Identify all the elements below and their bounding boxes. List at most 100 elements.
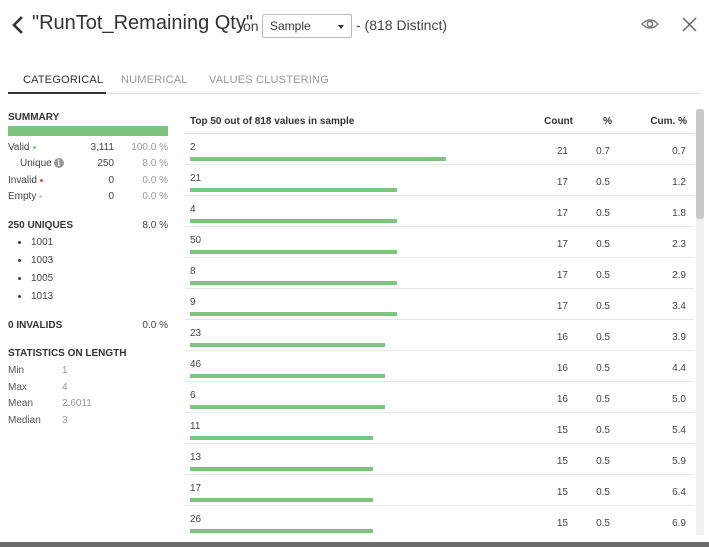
empty-value: 0 bbox=[108, 191, 114, 202]
row-count: 16 bbox=[556, 332, 568, 343]
back-arrow-icon[interactable] bbox=[10, 15, 26, 35]
row-count: 16 bbox=[556, 394, 568, 405]
table-row[interactable]: 21 17 0.5 1.2 bbox=[185, 165, 694, 196]
tab-numerical[interactable]: NUMERICAL bbox=[121, 74, 188, 86]
summary-row-empty: Empty 0 0.0 % bbox=[8, 191, 168, 205]
table-row[interactable]: 46 16 0.5 4.4 bbox=[185, 351, 694, 382]
invalid-dot-icon bbox=[39, 178, 43, 182]
row-cum-pct: 1.8 bbox=[672, 208, 686, 219]
chevron-down-icon bbox=[338, 25, 344, 29]
row-value: 11 bbox=[190, 421, 201, 432]
tab-bar: CATEGORICAL NUMERICAL VALUES CLUSTERING bbox=[8, 68, 700, 94]
row-frequency-bar bbox=[190, 157, 446, 161]
row-pct: 0.5 bbox=[596, 394, 610, 405]
active-tab-indicator bbox=[8, 92, 106, 94]
table-row[interactable]: 11 15 0.5 5.4 bbox=[185, 413, 694, 444]
length-min-row: Min 1 bbox=[8, 365, 68, 376]
table-scrollbar[interactable] bbox=[696, 109, 704, 535]
row-frequency-bar bbox=[190, 374, 385, 378]
row-pct: 0.5 bbox=[596, 270, 610, 281]
value-column-header: Top 50 out of 818 values in sample bbox=[190, 116, 355, 127]
invalid-pct: 0.0 % bbox=[142, 175, 168, 186]
empty-pct: 0.0 % bbox=[142, 191, 168, 202]
bottom-strip bbox=[0, 542, 709, 547]
close-icon[interactable] bbox=[682, 17, 697, 32]
pct-column-header[interactable]: % bbox=[603, 116, 612, 127]
length-mean-row: Mean 2.6011 bbox=[8, 398, 92, 409]
row-count: 15 bbox=[556, 487, 568, 498]
row-frequency-bar bbox=[190, 405, 385, 409]
unique-pct: 8.0 % bbox=[142, 158, 168, 169]
count-column-header[interactable]: Count bbox=[544, 116, 573, 127]
row-pct: 0.5 bbox=[596, 425, 610, 436]
summary-row-invalid: Invalid 0 0.0 % bbox=[8, 175, 168, 189]
table-row[interactable]: 17 15 0.5 6.4 bbox=[185, 475, 694, 506]
row-frequency-bar bbox=[190, 281, 397, 285]
unique-item[interactable]: 1013 bbox=[18, 291, 53, 302]
table-row[interactable]: 4 17 0.5 1.8 bbox=[185, 196, 694, 227]
row-cum-pct: 3.9 bbox=[672, 332, 686, 343]
row-count: 15 bbox=[556, 518, 568, 529]
summary-title: SUMMARY bbox=[8, 112, 60, 123]
cum-pct-column-header[interactable]: Cum. % bbox=[650, 116, 687, 127]
scrollbar-thumb[interactable] bbox=[696, 109, 704, 219]
row-frequency-bar bbox=[190, 467, 373, 471]
table-row[interactable]: 2 21 0.7 0.7 bbox=[185, 134, 694, 165]
row-cum-pct: 2.9 bbox=[672, 270, 686, 281]
row-count: 17 bbox=[556, 270, 568, 281]
dialog-header: "RunTot_Remaining Qty" on Sample - (818 … bbox=[0, 0, 709, 52]
sample-select-value: Sample bbox=[270, 19, 311, 33]
row-frequency-bar bbox=[190, 312, 397, 316]
distinct-count: - (818 Distinct) bbox=[356, 17, 448, 33]
values-table: Top 50 out of 818 values in sample Count… bbox=[185, 109, 694, 535]
valid-value: 3,111 bbox=[90, 142, 114, 153]
length-stats-title: STATISTICS ON LENGTH bbox=[8, 348, 127, 359]
tab-values-clustering[interactable]: VALUES CLUSTERING bbox=[209, 74, 329, 86]
row-pct: 0.5 bbox=[596, 177, 610, 188]
row-frequency-bar bbox=[190, 250, 397, 254]
row-pct: 0.5 bbox=[596, 332, 610, 343]
row-cum-pct: 5.0 bbox=[672, 394, 686, 405]
valid-label: Valid bbox=[8, 142, 30, 153]
row-cum-pct: 5.9 bbox=[672, 456, 686, 467]
row-pct: 0.5 bbox=[596, 518, 610, 529]
unique-item[interactable]: 1003 bbox=[18, 255, 53, 266]
table-row[interactable]: 6 16 0.5 5.0 bbox=[185, 382, 694, 413]
row-count: 21 bbox=[556, 146, 568, 157]
row-value: 17 bbox=[190, 483, 202, 494]
row-frequency-bar bbox=[190, 529, 373, 533]
row-value: 13 bbox=[190, 452, 202, 463]
sample-select[interactable]: Sample bbox=[262, 14, 352, 38]
row-cum-pct: 0.7 bbox=[672, 146, 686, 157]
row-frequency-bar bbox=[190, 343, 385, 347]
table-row[interactable]: 9 17 0.5 3.4 bbox=[185, 289, 694, 320]
row-pct: 0.5 bbox=[596, 487, 610, 498]
table-row[interactable]: 50 17 0.5 2.3 bbox=[185, 227, 694, 258]
row-count: 16 bbox=[556, 363, 568, 374]
invalid-label: Invalid bbox=[8, 175, 37, 186]
row-cum-pct: 3.4 bbox=[672, 301, 686, 312]
length-max-row: Max 4 bbox=[8, 382, 68, 393]
row-value: 6 bbox=[190, 390, 196, 401]
tab-categorical[interactable]: CATEGORICAL bbox=[23, 74, 104, 86]
row-value: 4 bbox=[190, 204, 196, 215]
row-pct: 0.5 bbox=[596, 363, 610, 374]
row-value: 9 bbox=[190, 297, 196, 308]
row-frequency-bar bbox=[190, 498, 373, 502]
table-row[interactable]: 26 15 0.5 6.9 bbox=[185, 506, 694, 535]
unique-item[interactable]: 1005 bbox=[18, 273, 53, 284]
row-count: 17 bbox=[556, 177, 568, 188]
row-pct: 0.5 bbox=[596, 301, 610, 312]
row-value: 23 bbox=[190, 328, 202, 339]
info-icon[interactable]: i bbox=[53, 158, 64, 169]
table-row[interactable]: 8 17 0.5 2.9 bbox=[185, 258, 694, 289]
table-row[interactable]: 13 15 0.5 5.9 bbox=[185, 444, 694, 475]
eye-icon[interactable] bbox=[641, 17, 659, 31]
row-count: 15 bbox=[556, 456, 568, 467]
unique-item[interactable]: 1001 bbox=[18, 237, 53, 248]
empty-dot-icon bbox=[39, 194, 43, 198]
valid-pct: 100.0 % bbox=[131, 142, 168, 153]
header-divider bbox=[185, 133, 694, 134]
table-row[interactable]: 23 16 0.5 3.9 bbox=[185, 320, 694, 351]
row-count: 15 bbox=[556, 425, 568, 436]
